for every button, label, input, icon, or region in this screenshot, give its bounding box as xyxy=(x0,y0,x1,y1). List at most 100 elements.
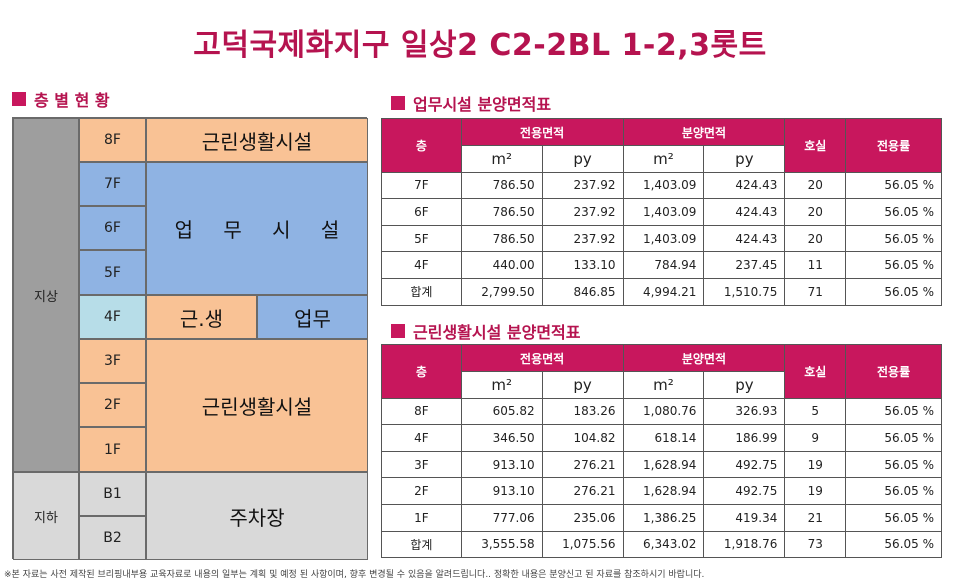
unit-py: py xyxy=(703,145,786,173)
cell-units: 21 xyxy=(784,503,847,532)
cell-ex-py: 1,075.56 xyxy=(541,530,624,559)
cell-ex-py: 133.10 xyxy=(541,251,624,279)
use-neighborhood-4f-label: 근.생 xyxy=(179,306,224,331)
cell-sale-py: 424.43 xyxy=(703,198,786,226)
cell-ex-m2: 786.50 xyxy=(460,171,543,200)
cell-sale-m2: 1,403.09 xyxy=(622,198,705,226)
floor-6f-label: 6F xyxy=(104,220,121,236)
use-neighborhood-4f: 근.생 xyxy=(146,295,257,339)
footnote: ※본 자료는 사전 제작된 브리핑내부용 교육자료로 내용의 일부는 계획 및 … xyxy=(4,570,705,580)
cell-ex-m2: 786.50 xyxy=(460,224,543,253)
table-row: 6F 786.50 237.92 1,403.09 424.43 20 56.05 % xyxy=(381,198,942,226)
use-office-5f-7f: 업 무 시 설 xyxy=(146,162,368,295)
header-ratio: 전용률 xyxy=(845,118,942,173)
cell-ex-m2: 777.06 xyxy=(460,503,543,532)
cell-sale-m2: 618.14 xyxy=(622,424,705,452)
header-floor: 층 xyxy=(381,344,462,399)
header-sale-area: 분양면적 xyxy=(622,344,786,372)
cell-sale-py: 237.45 xyxy=(703,251,786,279)
floor-1f-label: 1F xyxy=(104,441,121,458)
bullet-square-icon xyxy=(12,92,26,106)
cell-ex-m2: 913.10 xyxy=(460,477,543,505)
office-table-heading-text: 업무시설 분양면적표 xyxy=(413,95,552,114)
floor-diagram: 지상 지하 8F 7F 6F 5F 4F 3F 2F 1F B1 B2 근린생활… xyxy=(12,117,368,560)
unit-py: py xyxy=(703,371,786,399)
cell-ex-m2: 605.82 xyxy=(460,397,543,426)
cell-sale-m2: 1,080.76 xyxy=(622,397,705,426)
cell-ex-py: 183.26 xyxy=(541,397,624,426)
cell-sale-m2: 1,403.09 xyxy=(622,171,705,200)
unit-py: py xyxy=(541,371,624,399)
floor-7f: 7F xyxy=(79,162,146,206)
floor-b2: B2 xyxy=(79,516,146,560)
use-neighborhood-low-label: 근린생활시설 xyxy=(201,395,313,419)
zone-above-label: 지상 xyxy=(34,289,58,305)
cell-ex-py: 846.85 xyxy=(541,277,624,306)
unit-py: py xyxy=(541,145,624,173)
cell-sale-py: 424.43 xyxy=(703,224,786,253)
page-title: 고덕국제화지구 일상2 C2-2BL 1-2,3롯트 xyxy=(193,28,767,63)
floor-1f: 1F xyxy=(79,427,146,472)
cell-floor: 합계 xyxy=(381,530,462,559)
cell-ratio: 56.05 % xyxy=(845,450,942,479)
cell-ratio: 56.05 % xyxy=(845,198,942,226)
cell-sale-m2: 4,994.21 xyxy=(622,277,705,306)
cell-floor: 1F xyxy=(381,503,462,532)
header-sale-area: 분양면적 xyxy=(622,118,786,146)
floor-5f-label: 5F xyxy=(104,264,121,281)
cell-floor: 4F xyxy=(381,424,462,452)
cell-units: 20 xyxy=(784,171,847,200)
cell-floor: 6F xyxy=(381,198,462,226)
header-exclusive-area: 전용면적 xyxy=(460,344,624,372)
retail-table-heading: 근린생활시설 분양면적표 xyxy=(391,319,581,343)
cell-ex-m2: 913.10 xyxy=(460,450,543,479)
cell-ratio: 56.05 % xyxy=(845,424,942,452)
bullet-square-icon xyxy=(391,96,405,110)
cell-ex-py: 276.21 xyxy=(541,450,624,479)
cell-sale-py: 1,918.76 xyxy=(703,530,786,559)
cell-ratio: 56.05 % xyxy=(845,397,942,426)
cell-ex-m2: 440.00 xyxy=(460,251,543,279)
cell-sale-m2: 1,403.09 xyxy=(622,224,705,253)
zone-below-label: 지하 xyxy=(34,510,58,526)
floor-b1-label: B1 xyxy=(103,486,122,502)
table-row: 합계 2,799.50 846.85 4,994.21 1,510.75 71 56.05 … xyxy=(381,277,942,306)
table-row: 2F 913.10 276.21 1,628.94 492.75 19 56.05 % xyxy=(381,477,942,505)
cell-ratio: 56.05 % xyxy=(845,251,942,279)
cell-floor: 2F xyxy=(381,477,462,505)
retail-area-table: 층 전용면적 분양면적 호실 전용률 m² py m² py 8F 605.82 1… xyxy=(381,344,942,559)
cell-units: 20 xyxy=(784,224,847,253)
floor-2f-label: 2F xyxy=(104,397,121,413)
unit-m2: m² xyxy=(460,145,543,173)
header-units: 호실 xyxy=(784,344,847,399)
use-parking-label: 주차장 xyxy=(229,505,285,530)
cell-ex-m2: 346.50 xyxy=(460,424,543,452)
cell-ratio: 56.05 % xyxy=(845,224,942,253)
floor-8f-label: 8F xyxy=(104,132,121,148)
cell-units: 5 xyxy=(784,397,847,426)
cell-ratio: 56.05 % xyxy=(845,171,942,200)
table-row: 합계 3,555.58 1,075.56 6,343.02 1,918.76 73 56.0… xyxy=(381,530,942,559)
office-table-body: 7F 786.50 237.92 1,403.09 424.43 20 56.05 % 6F 7… xyxy=(381,171,942,306)
cell-units: 19 xyxy=(784,477,847,505)
cell-ex-py: 235.06 xyxy=(541,503,624,532)
cell-units: 9 xyxy=(784,424,847,452)
floor-3f-label: 3F xyxy=(104,353,121,369)
cell-sale-m2: 1,628.94 xyxy=(622,450,705,479)
office-area-table: 층 전용면적 분양면적 호실 전용률 m² py m² py 7F 786.50 2… xyxy=(381,118,942,306)
cell-ratio: 56.05 % xyxy=(845,477,942,505)
floor-6f: 6F xyxy=(79,206,146,250)
cell-ratio: 56.05 % xyxy=(845,503,942,532)
table-row: 5F 786.50 237.92 1,403.09 424.43 20 56.05 % xyxy=(381,224,942,253)
use-parking: 주차장 xyxy=(146,472,368,560)
bullet-square-icon xyxy=(391,324,405,338)
cell-sale-py: 326.93 xyxy=(703,397,786,426)
use-office-label: 업 무 시 설 xyxy=(174,218,352,242)
floor-8f: 8F xyxy=(79,118,146,162)
cell-units: 19 xyxy=(784,450,847,479)
cell-floor: 4F xyxy=(381,251,462,279)
floor-5f: 5F xyxy=(79,250,146,295)
header-ratio: 전용률 xyxy=(845,344,942,399)
cell-sale-m2: 1,386.25 xyxy=(622,503,705,532)
retail-table-body: 8F 605.82 183.26 1,080.76 326.93 5 56.05 % 4F 34… xyxy=(381,397,942,559)
